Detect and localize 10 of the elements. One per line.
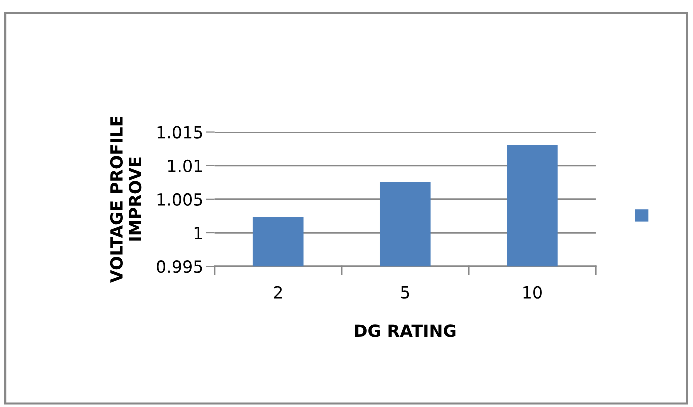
y-tick-label: 1.01: [168, 160, 202, 172]
y-tick-label: 1.015: [158, 126, 202, 139]
y-tick-label: 1.005: [158, 193, 202, 206]
x-tick-label: 5: [401, 286, 410, 299]
y-tick-label: 0.995: [157, 260, 202, 274]
x-tick-label: 2: [274, 286, 282, 299]
y-axis-title: VOLTAGE PROFILE IMPROVE: [110, 117, 142, 283]
y-tick-label: 1: [194, 227, 202, 240]
x-tick-label: 10: [524, 286, 542, 299]
x-axis-title: DG RATING: [355, 324, 456, 338]
